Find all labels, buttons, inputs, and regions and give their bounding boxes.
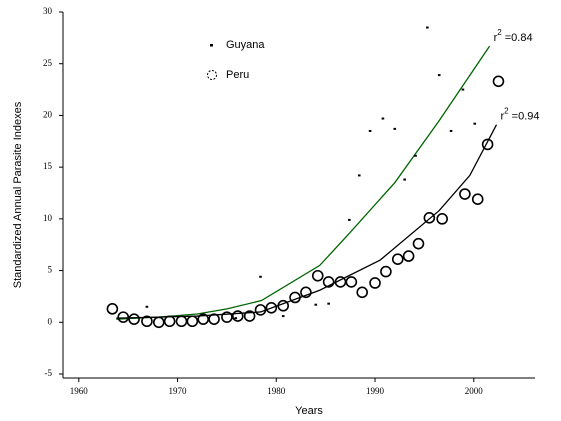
r-value: =0.94 (509, 111, 540, 123)
superscript: 2 (504, 107, 509, 116)
point (311, 269, 324, 282)
point (357, 174, 361, 177)
point (265, 302, 278, 314)
point (289, 291, 301, 304)
y-tick-label: 25 (43, 58, 53, 68)
x-tick-label: 2000 (465, 386, 484, 396)
x-tick-label: 1970 (169, 386, 188, 396)
legend-label: Peru (226, 69, 249, 81)
fit-line (116, 45, 491, 320)
legend-marker (207, 70, 217, 80)
fit-annotation: r2 =0.84 (494, 28, 533, 44)
legend-label: Guyana (226, 39, 265, 51)
point (141, 315, 153, 328)
r-value: =0.84 (502, 32, 533, 44)
point (403, 178, 406, 181)
point (145, 305, 149, 308)
point (492, 75, 505, 88)
point (281, 315, 285, 318)
point (128, 313, 140, 325)
point (163, 315, 176, 328)
point (197, 313, 210, 325)
x-tick-label: 1990 (366, 386, 385, 396)
point (461, 88, 465, 91)
point (234, 317, 238, 320)
point (345, 276, 358, 288)
legend-marker (210, 44, 213, 47)
point (322, 276, 335, 288)
point (221, 311, 233, 323)
point (436, 213, 448, 225)
point (243, 310, 256, 322)
y-tick-label: 10 (43, 213, 53, 223)
point (231, 310, 244, 322)
point (393, 127, 397, 130)
point (473, 122, 477, 125)
point (327, 302, 330, 305)
point (348, 218, 351, 221)
point (412, 237, 425, 250)
y-tick-label: 20 (43, 109, 53, 119)
point (259, 275, 262, 278)
point (208, 313, 220, 325)
point (117, 311, 130, 323)
y-tick-label: 5 (48, 265, 53, 275)
point (471, 193, 484, 206)
point (314, 303, 318, 306)
point (254, 304, 267, 316)
point (152, 316, 165, 329)
point (426, 26, 429, 29)
point (414, 154, 417, 157)
point (381, 117, 385, 120)
point (300, 286, 312, 299)
y-axis-label: Standardized Annual Parasite Indexes (12, 101, 24, 288)
point (391, 253, 404, 265)
point (277, 299, 290, 312)
x-tick-label: 1960 (70, 386, 89, 396)
point (106, 303, 119, 315)
y-tick-label: 15 (43, 161, 53, 171)
point (402, 250, 415, 262)
superscript: 2 (497, 28, 502, 37)
point (356, 286, 368, 299)
r-symbol: r (494, 32, 498, 44)
y-tick-label: 30 (43, 6, 53, 16)
fit-line (116, 124, 498, 319)
point (380, 265, 392, 278)
point (369, 277, 381, 289)
point (437, 74, 441, 77)
point (334, 276, 347, 288)
y-tick-label: 0 (48, 316, 53, 326)
point (175, 315, 188, 328)
r-symbol: r (500, 111, 504, 123)
point (459, 188, 471, 200)
point (449, 129, 453, 132)
point (368, 129, 372, 132)
x-axis-label: Years (295, 405, 323, 417)
point (186, 315, 199, 328)
y-tick-label: -5 (45, 368, 53, 378)
fit-annotation: r2 =0.94 (500, 107, 539, 123)
point (423, 212, 436, 224)
point (481, 138, 494, 151)
x-tick-label: 1980 (267, 386, 286, 396)
